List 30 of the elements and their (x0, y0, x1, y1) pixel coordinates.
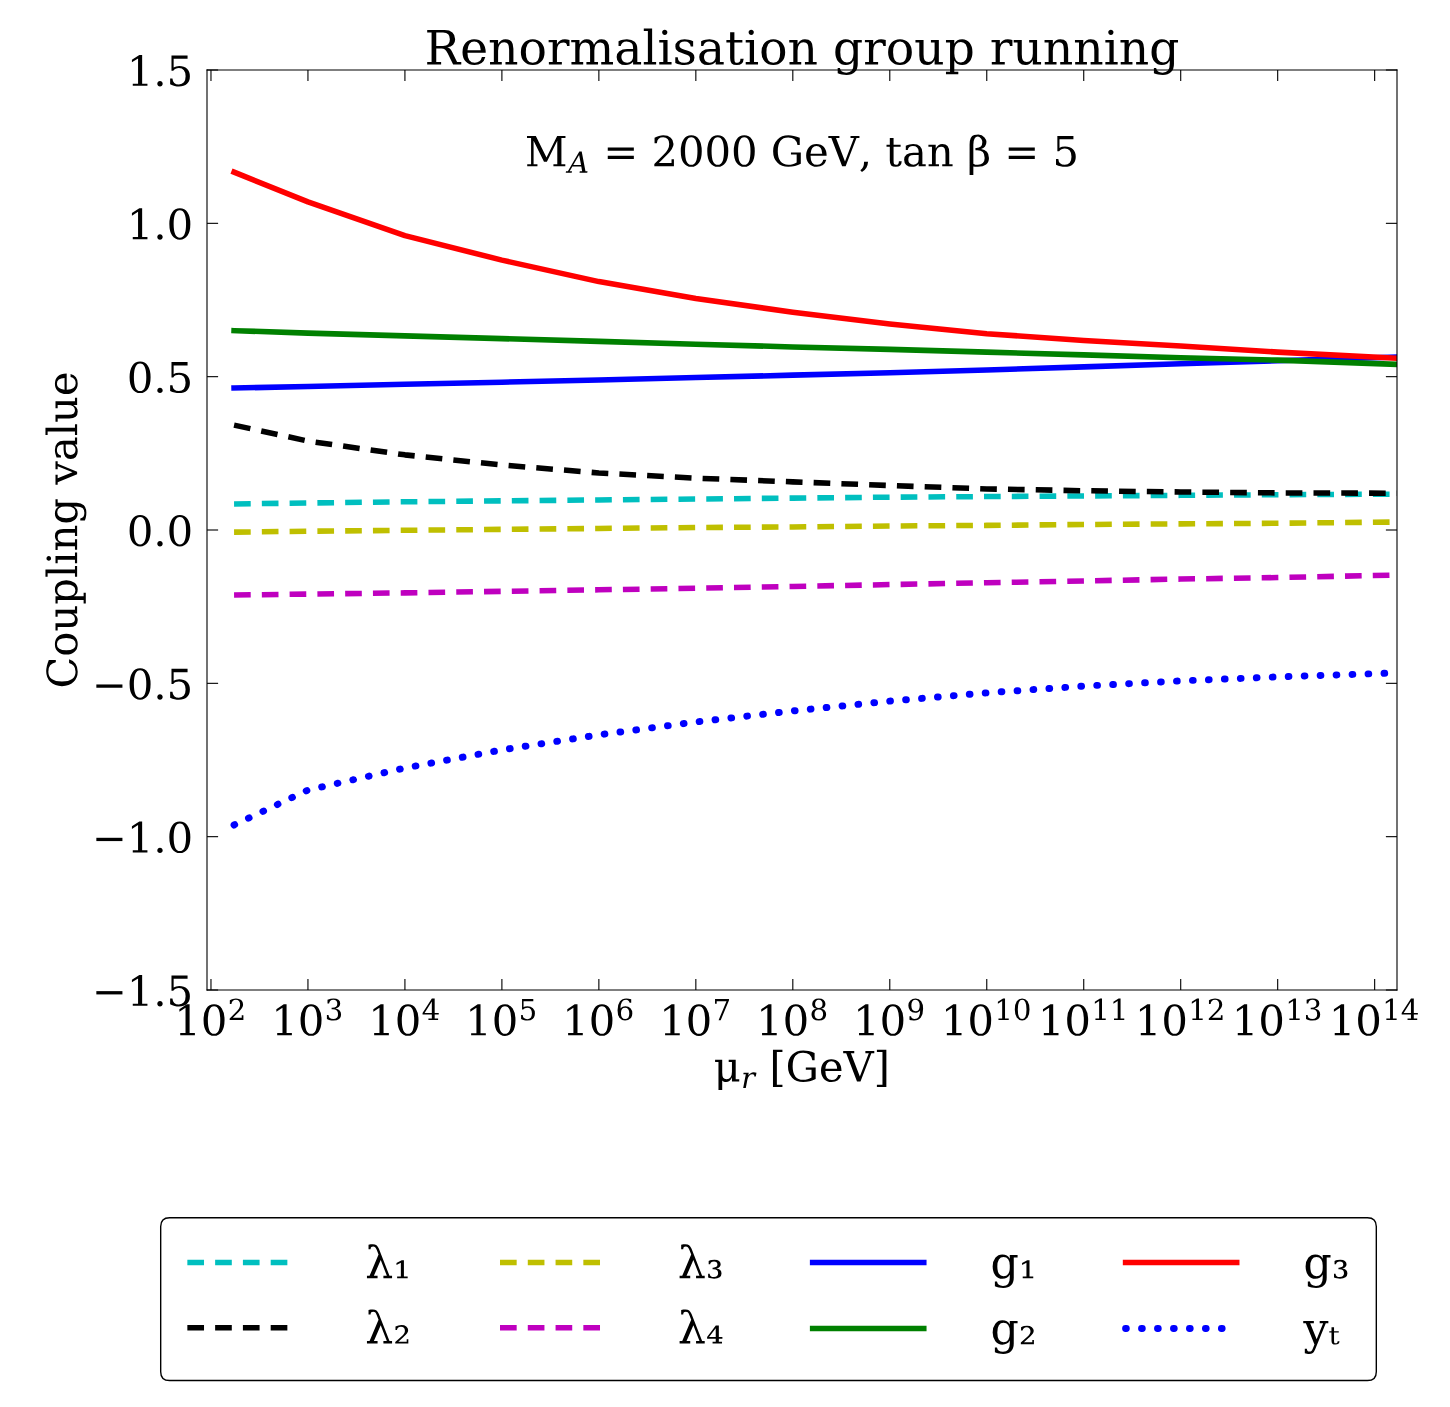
x-tick-label: 10$^{13}$ (1236, 998, 1321, 1036)
x-tick-label: 10$^{5}$ (470, 998, 535, 1036)
legend-label: λ₃ (679, 1244, 722, 1279)
x-tick-label: 10$^{10}$ (946, 998, 1030, 1036)
y-tick-label: 1.0 (131, 208, 191, 240)
legend-label: λ₄ (679, 1309, 723, 1344)
chart-title: Renormalisation group running (427, 28, 1179, 75)
y-tick-label: −1.0 (96, 821, 191, 854)
legend-label: λ₂ (366, 1309, 409, 1344)
x-tick-label: 10$^{11}$ (1042, 998, 1125, 1036)
x-tick-label: 10$^{3}$ (276, 998, 342, 1036)
x-tick-label: 10$^{8}$ (761, 998, 827, 1036)
y-axis-title: Coupling value (45, 373, 87, 687)
x-tick-label: 10$^{14}$ (1333, 998, 1418, 1036)
x-tick-label: 10$^{9}$ (858, 998, 924, 1036)
x-axis-title: μ$_{r}$ [GeV] (715, 1049, 887, 1091)
x-tick-label: 10$^{4}$ (373, 998, 439, 1036)
y-tick-label: 0.5 (129, 361, 190, 394)
y-tick-label: −0.5 (96, 668, 190, 700)
legend-label: g₁ (992, 1254, 1034, 1289)
legend-label: g₂ (992, 1320, 1034, 1354)
annotation: M$_{A}$ = 2000 GeV, tan β = 5 (526, 134, 1076, 175)
x-tick-label: 10$^{6}$ (567, 998, 633, 1036)
y-tick-label: 1.5 (131, 54, 190, 87)
x-tick-label: 10$^{7}$ (664, 998, 730, 1036)
legend-label: g₃ (1305, 1254, 1348, 1289)
legend-label: λ₁ (366, 1244, 408, 1279)
legend-label: yₜ (1303, 1320, 1340, 1354)
y-tick-label: 0.0 (129, 514, 191, 547)
x-tick-label: 10$^{12}$ (1139, 998, 1223, 1036)
